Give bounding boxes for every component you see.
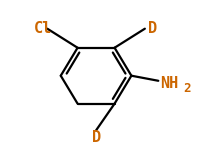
Text: NH: NH: [160, 76, 178, 91]
Text: Cl: Cl: [34, 21, 52, 36]
Text: D: D: [92, 131, 101, 146]
Text: D: D: [148, 21, 157, 36]
Text: 2: 2: [184, 82, 191, 95]
